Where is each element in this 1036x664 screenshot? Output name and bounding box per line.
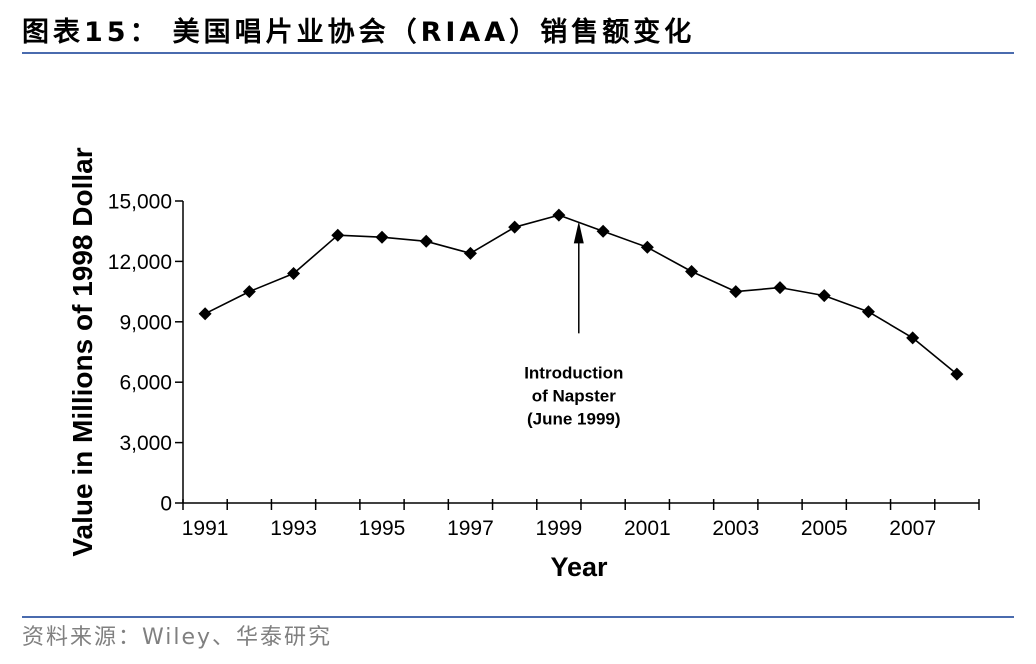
data-point-2001 bbox=[640, 240, 654, 254]
data-point-1993 bbox=[287, 266, 301, 280]
data-point-1996 bbox=[419, 234, 433, 248]
y-tick-label: 0 bbox=[160, 493, 172, 516]
annotation-text-line: of Napster bbox=[532, 386, 616, 405]
data-point-1998 bbox=[508, 220, 522, 234]
data-point-2008 bbox=[950, 367, 964, 381]
x-tick-label: 2005 bbox=[801, 517, 848, 540]
data-point-2003 bbox=[729, 285, 743, 299]
y-tick-label: 9,000 bbox=[119, 311, 172, 334]
annotation-text-line: Introduction bbox=[524, 363, 623, 382]
data-point-2000 bbox=[596, 224, 610, 238]
figure-title: 美国唱片业协会（RIAA）销售额变化 bbox=[172, 17, 696, 48]
x-tick-label: 2007 bbox=[889, 517, 936, 540]
source-divider bbox=[22, 616, 1014, 618]
data-point-1999 bbox=[552, 208, 566, 222]
data-point-2006 bbox=[861, 305, 875, 319]
data-point-1992 bbox=[242, 285, 256, 299]
caption-divider bbox=[22, 52, 1014, 54]
data-series bbox=[198, 208, 964, 381]
data-point-2005 bbox=[817, 289, 831, 303]
x-tick-label: 1991 bbox=[182, 517, 229, 540]
source-note: 资料来源：Wiley、华泰研究 bbox=[22, 625, 333, 650]
data-point-1997 bbox=[463, 246, 477, 260]
data-point-1995 bbox=[375, 230, 389, 244]
y-axis-title: Value in Millions of 1998 Dollar bbox=[67, 147, 98, 556]
data-point-2007 bbox=[906, 331, 920, 345]
x-tick-label: 1999 bbox=[536, 517, 583, 540]
x-axis: 1991 1993 1995 1997 1999 2001 2003 2005 2007 bbox=[182, 499, 980, 540]
x-tick-label: 2003 bbox=[712, 517, 759, 540]
y-axis: 0 3,000 6,000 9,000 12,000 15,000 bbox=[108, 191, 184, 516]
y-tick-label: 12,000 bbox=[108, 251, 172, 274]
data-point-2004 bbox=[773, 281, 787, 295]
data-point-1991 bbox=[198, 307, 212, 321]
figure-caption: 图表15： 美国唱片业协会（RIAA）销售额变化 bbox=[22, 16, 695, 50]
annotation-napster: Introduction of Napster (June 1999) bbox=[524, 221, 623, 428]
data-point-2002 bbox=[685, 264, 699, 278]
x-tick-label: 1997 bbox=[447, 517, 494, 540]
annotation-arrow-head bbox=[573, 221, 584, 244]
x-tick-label: 2001 bbox=[624, 517, 671, 540]
annotation-text-line: (June 1999) bbox=[527, 409, 621, 428]
series-line bbox=[204, 214, 958, 375]
y-tick-label: 15,000 bbox=[108, 191, 172, 214]
x-tick-label: 1993 bbox=[270, 517, 317, 540]
x-axis-title: Year bbox=[550, 552, 608, 582]
x-tick-label: 1995 bbox=[359, 517, 406, 540]
figure-number: 图表15： bbox=[22, 17, 161, 48]
y-tick-label: 6,000 bbox=[119, 372, 172, 395]
data-point-1994 bbox=[331, 228, 345, 242]
y-tick-label: 3,000 bbox=[119, 432, 172, 455]
